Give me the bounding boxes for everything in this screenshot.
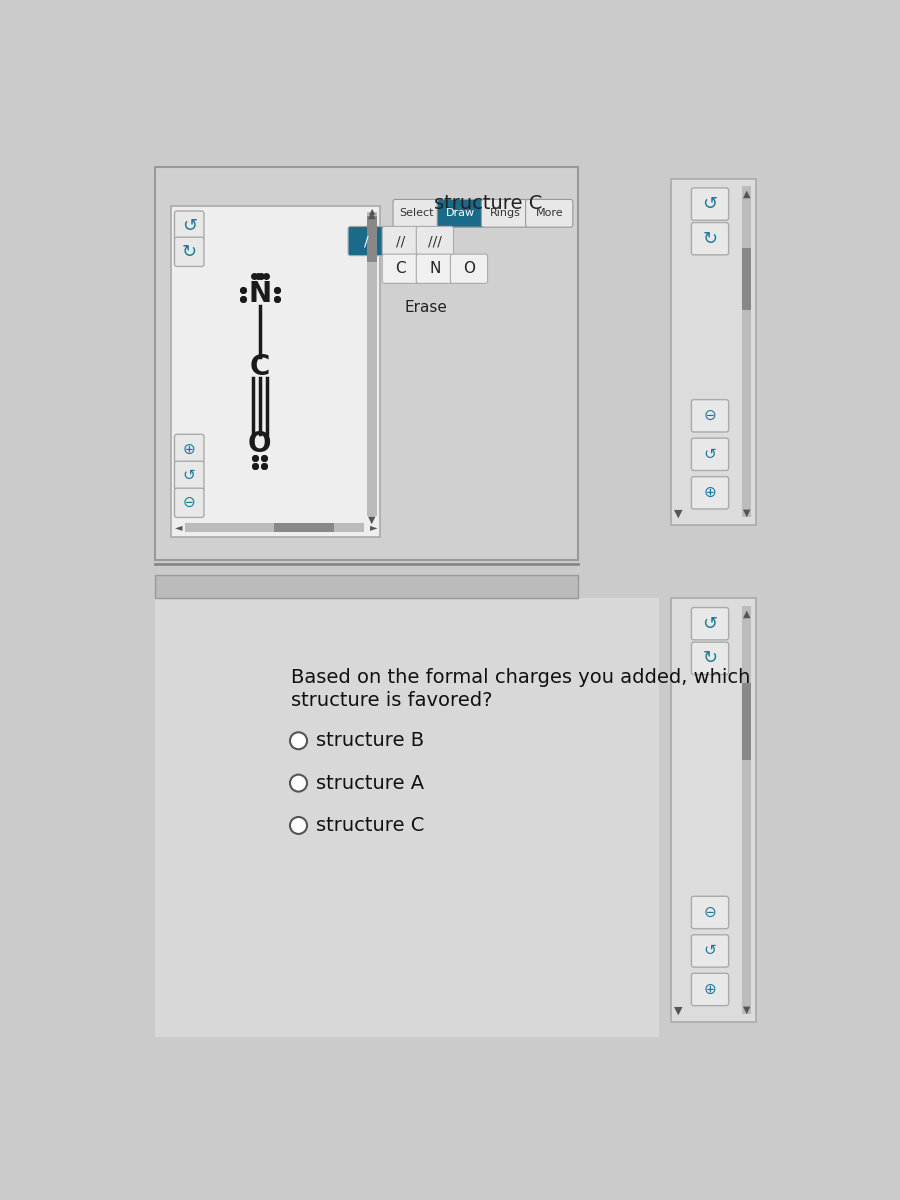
Text: O: O (463, 262, 475, 276)
FancyBboxPatch shape (175, 211, 204, 240)
FancyBboxPatch shape (691, 400, 729, 432)
Text: Draw: Draw (446, 209, 475, 218)
FancyBboxPatch shape (175, 461, 204, 491)
FancyBboxPatch shape (175, 434, 204, 463)
Text: ↺: ↺ (704, 446, 716, 462)
FancyBboxPatch shape (691, 642, 729, 674)
Circle shape (290, 817, 307, 834)
Bar (367, 211, 377, 516)
FancyBboxPatch shape (691, 896, 729, 929)
Text: ▼: ▼ (368, 515, 376, 526)
Text: ▲: ▲ (742, 188, 751, 199)
Text: structure B: structure B (316, 731, 424, 750)
FancyBboxPatch shape (382, 227, 419, 256)
Text: O: O (248, 431, 272, 458)
Text: ►: ► (370, 522, 377, 533)
Text: ⊖: ⊖ (704, 408, 716, 424)
FancyBboxPatch shape (348, 227, 385, 256)
Circle shape (290, 732, 307, 749)
Bar (742, 606, 751, 1014)
Bar (670, 599, 756, 1021)
FancyBboxPatch shape (691, 935, 729, 967)
Text: C: C (395, 262, 406, 276)
Bar (155, 599, 659, 1037)
Text: N: N (429, 262, 441, 276)
FancyBboxPatch shape (175, 488, 204, 517)
Bar (155, 575, 578, 599)
Text: ↻: ↻ (703, 229, 717, 247)
FancyBboxPatch shape (691, 607, 729, 640)
Bar (742, 248, 751, 310)
FancyBboxPatch shape (691, 476, 729, 509)
Text: ↺: ↺ (183, 468, 195, 484)
Text: ⊖: ⊖ (704, 905, 716, 920)
Text: ▼: ▼ (674, 1006, 682, 1015)
Bar (367, 216, 377, 262)
Bar (274, 523, 334, 532)
Text: ▲: ▲ (742, 608, 751, 618)
Bar (171, 205, 380, 536)
FancyBboxPatch shape (482, 199, 528, 227)
Bar (670, 179, 756, 526)
Text: C: C (249, 353, 270, 382)
Text: ///: /// (428, 234, 442, 248)
Text: ↻: ↻ (182, 242, 197, 260)
Bar (155, 167, 578, 559)
Text: structure is favored?: structure is favored? (291, 691, 492, 709)
Bar (742, 683, 751, 760)
Text: ⊕: ⊕ (704, 982, 716, 997)
FancyBboxPatch shape (393, 199, 440, 227)
FancyBboxPatch shape (382, 254, 419, 283)
Text: structure C: structure C (434, 194, 543, 214)
Text: ▼: ▼ (742, 1004, 751, 1015)
Text: ▲: ▲ (368, 210, 376, 220)
Bar (742, 186, 751, 517)
Text: Erase: Erase (405, 300, 448, 316)
Text: N: N (248, 280, 271, 308)
Text: ↺: ↺ (703, 614, 717, 632)
FancyBboxPatch shape (437, 199, 484, 227)
Text: structure A: structure A (316, 774, 424, 792)
FancyBboxPatch shape (450, 254, 488, 283)
Text: ↺: ↺ (703, 196, 717, 214)
Text: ↺: ↺ (704, 943, 716, 959)
Text: ↻: ↻ (703, 649, 717, 667)
Text: Based on the formal charges you added, which: Based on the formal charges you added, w… (291, 667, 750, 686)
Text: ⊕: ⊕ (183, 442, 195, 456)
Text: ▼: ▼ (674, 509, 682, 518)
Circle shape (290, 775, 307, 792)
FancyBboxPatch shape (417, 227, 454, 256)
FancyBboxPatch shape (691, 973, 729, 1006)
Text: Select: Select (400, 209, 434, 218)
Text: ⊖: ⊖ (183, 496, 195, 510)
FancyBboxPatch shape (691, 438, 729, 470)
Bar (184, 523, 364, 532)
Text: ⊕: ⊕ (704, 485, 716, 500)
FancyBboxPatch shape (691, 222, 729, 254)
FancyBboxPatch shape (417, 254, 454, 283)
Text: ▲: ▲ (369, 208, 375, 216)
Text: Rings: Rings (490, 209, 520, 218)
Text: ▼: ▼ (742, 509, 751, 518)
Text: More: More (536, 209, 563, 218)
FancyBboxPatch shape (526, 199, 573, 227)
Text: ◄: ◄ (175, 522, 182, 533)
FancyBboxPatch shape (175, 238, 204, 266)
Text: //: // (396, 234, 405, 248)
Text: /: / (364, 234, 369, 248)
Text: ↺: ↺ (182, 217, 197, 235)
Text: structure C: structure C (316, 816, 424, 835)
FancyBboxPatch shape (691, 188, 729, 221)
